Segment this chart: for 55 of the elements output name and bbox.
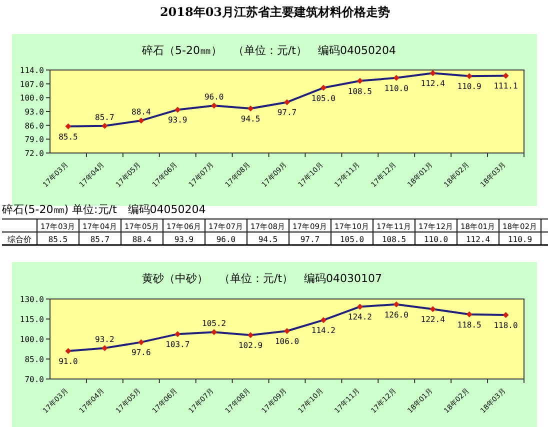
text: 112.4: [466, 235, 490, 244]
y-tick-label: 130.0: [20, 295, 44, 304]
text: 105.0: [340, 235, 364, 244]
text: 97.7: [300, 235, 320, 244]
data-label: 103.7: [166, 340, 190, 350]
y-tick-label: 114.0: [20, 66, 44, 75]
text: 108.5: [382, 235, 406, 244]
data-label: 110.9: [457, 82, 482, 92]
data-label: 118.0: [494, 321, 518, 330]
data-label: 94.5: [240, 114, 260, 124]
y-tick-label: 107.0: [20, 80, 44, 89]
data-label: 126.0: [384, 310, 409, 320]
data-label: 110.0: [384, 84, 409, 93]
text: 85.7: [90, 235, 110, 244]
data-label: 105.0: [311, 94, 336, 103]
y-tick-label: 70.0: [24, 375, 44, 384]
data-label: 108.5: [348, 86, 372, 96]
text: 综合价: [8, 235, 32, 244]
data-label: 111.1: [494, 82, 518, 91]
text: 85.5: [48, 235, 68, 244]
y-tick-label: 72.0: [24, 149, 44, 158]
data-label: 114.2: [311, 326, 336, 336]
data-label: 93.9: [168, 116, 188, 125]
data-label: 112.4: [420, 79, 446, 88]
data-label: 106.0: [274, 337, 300, 346]
text: 96.0: [216, 235, 236, 244]
y-tick-label: 79.0: [24, 135, 44, 144]
y-tick-label: 86.0: [24, 121, 44, 130]
y-tick-label: 100.0: [20, 94, 44, 103]
data-label: 102.9: [238, 341, 263, 350]
data-label: 93.2: [95, 335, 115, 344]
text: 110.0: [424, 235, 448, 244]
data-label: 118.5: [457, 320, 482, 330]
text: 94.5: [258, 235, 278, 244]
data-label: 85.7: [95, 112, 115, 122]
data-label: 97.6: [132, 348, 151, 358]
y-tick-label: 93.0: [24, 108, 44, 116]
text: 88.4: [132, 235, 152, 244]
y-tick-label: 115.0: [20, 315, 44, 324]
chart-subtitle: 碎石（5-20㎜） （单位：元/t） 编码04050204: [141, 44, 396, 57]
y-tick-label: 85.0: [24, 355, 44, 364]
data-label: 91.0: [58, 357, 78, 366]
data-label: 124.2: [348, 312, 372, 322]
chart-title: 黄砂（中砂） （单位：元/t） 编码04030107: [142, 272, 382, 285]
data-label: 85.5: [58, 132, 78, 142]
text: 93.9: [174, 235, 194, 244]
y-tick-label: 100.0: [20, 335, 44, 344]
text: 碎石(5-20㎜) 单位:元/t 编码04050204: [1, 203, 206, 216]
data-label: 88.4: [132, 108, 151, 117]
data-label: 122.4: [420, 315, 446, 324]
chart-title: 2018年03月江苏省主要建筑材料价格走势: [160, 5, 390, 19]
data-label: 96.0: [204, 92, 224, 102]
data-label: 105.2: [202, 319, 226, 328]
text: 110.9: [508, 235, 532, 244]
data-label: 97.7: [277, 108, 297, 118]
